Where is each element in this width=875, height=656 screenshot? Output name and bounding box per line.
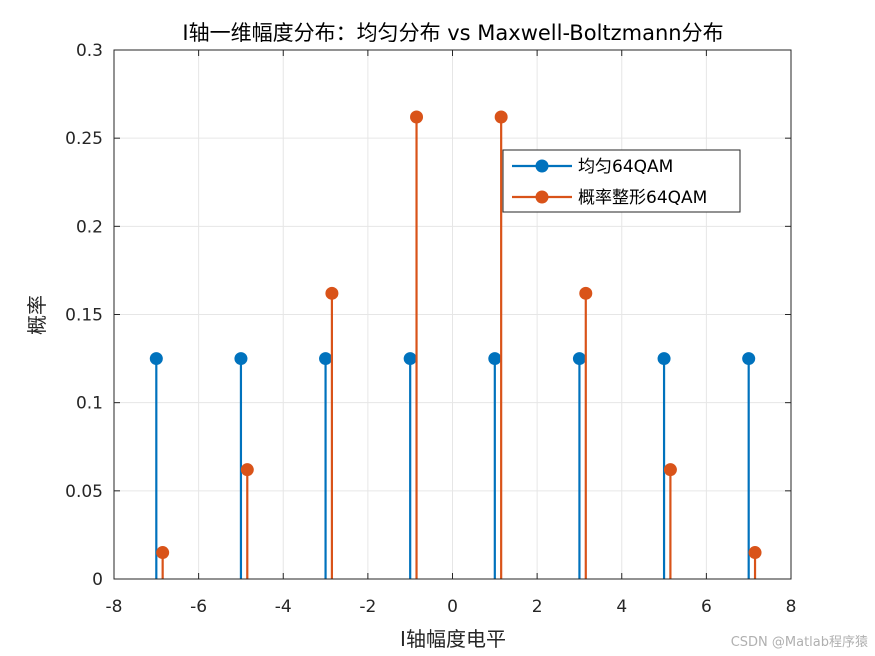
stem-marker xyxy=(488,352,502,366)
y-tick-label: 0 xyxy=(92,570,103,590)
stem-series xyxy=(149,110,762,579)
legend-marker-shaped xyxy=(535,190,549,204)
stem-marker xyxy=(403,352,417,366)
y-tick-label: 0.05 xyxy=(65,482,103,502)
x-tick-label: 4 xyxy=(616,597,627,617)
stem-marker xyxy=(742,352,756,366)
stem-marker xyxy=(156,546,170,560)
stem-series-2 xyxy=(156,110,762,579)
stem-marker xyxy=(748,546,762,560)
stem-marker xyxy=(240,463,254,477)
y-tick-label: 0.1 xyxy=(76,394,103,414)
legend: 均匀64QAM 概率整形64QAM xyxy=(502,149,741,213)
chart-title: I轴一维幅度分布：均匀分布 vs Maxwell-Boltzmann分布 xyxy=(182,21,723,45)
legend-label-uniform: 均匀64QAM xyxy=(578,157,673,177)
stem-marker xyxy=(663,463,677,477)
y-axis-label: 概率 xyxy=(25,295,49,335)
stem-marker xyxy=(325,286,339,300)
y-tick-label: 0.2 xyxy=(76,217,103,237)
watermark: CSDN @Matlab程序猿 xyxy=(731,635,868,650)
stem-marker xyxy=(572,352,586,366)
stem-marker xyxy=(579,286,593,300)
stem-marker xyxy=(494,110,508,124)
x-tick-label: -8 xyxy=(106,597,123,617)
y-tick-label: 0.25 xyxy=(65,129,103,149)
stem-marker xyxy=(410,110,424,124)
stem-marker xyxy=(319,352,333,366)
legend-label-shaped: 概率整形64QAM xyxy=(578,188,707,208)
y-tick-label: 0.15 xyxy=(65,306,103,326)
stem-marker xyxy=(234,352,248,366)
grid-lines xyxy=(114,50,791,579)
y-tick-label: 0.3 xyxy=(76,41,103,61)
x-tick-label: 0 xyxy=(447,597,458,617)
x-axis-label: I轴幅度电平 xyxy=(400,627,506,651)
x-tick-label: -4 xyxy=(275,597,292,617)
stem-marker xyxy=(657,352,671,366)
x-tick-label: 6 xyxy=(701,597,712,617)
axis-tick-labels: -8 -6 -4 -2 0 2 4 6 8 0 0.05 0.1 0.15 0.2 0.25 0.3 xyxy=(65,41,796,617)
x-tick-label: 2 xyxy=(532,597,543,617)
stem-series-1 xyxy=(149,352,756,579)
stem-marker xyxy=(149,352,163,366)
axis-ticks xyxy=(113,49,792,580)
x-tick-label: 8 xyxy=(786,597,797,617)
x-tick-label: -2 xyxy=(359,597,376,617)
legend-marker-uniform xyxy=(535,159,549,173)
x-tick-label: -6 xyxy=(190,597,207,617)
